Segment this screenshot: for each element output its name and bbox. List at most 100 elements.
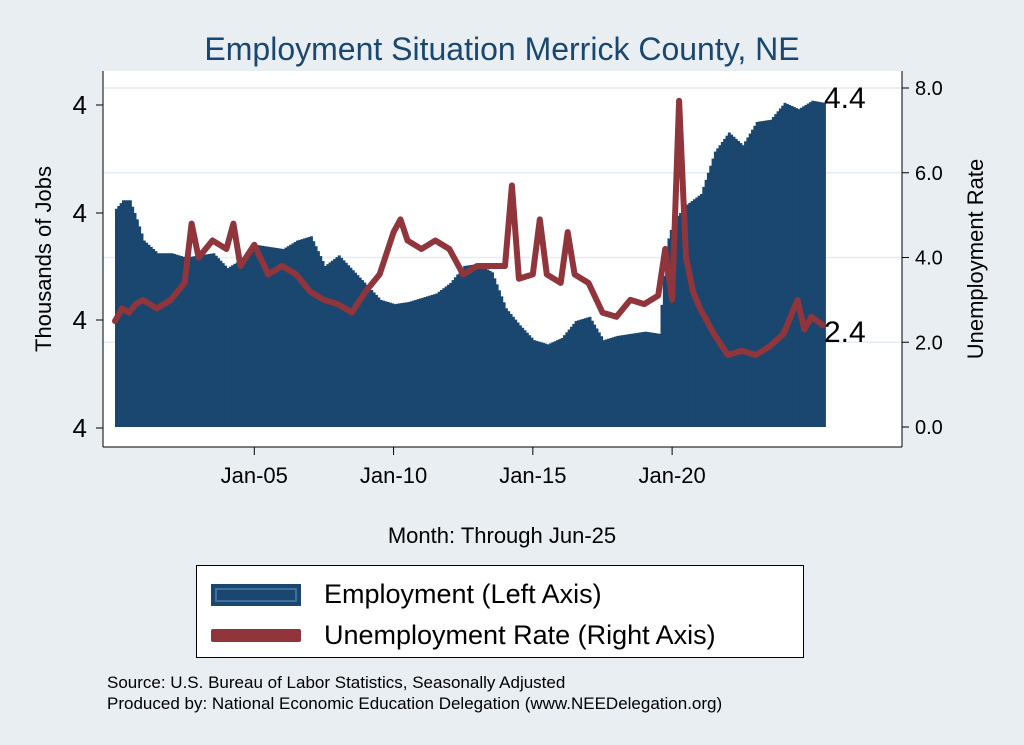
employment-bar xyxy=(665,246,669,427)
employment-bar xyxy=(818,101,822,427)
employment-bar xyxy=(347,265,351,427)
employment-bar xyxy=(358,277,362,427)
employment-bar xyxy=(474,264,478,427)
employment-bar xyxy=(593,324,597,427)
employment-bar xyxy=(203,254,207,427)
employment-bar xyxy=(460,268,464,427)
employment-bar xyxy=(400,303,404,427)
employment-bar xyxy=(509,314,513,427)
employment-bar xyxy=(730,134,734,428)
employment-bar xyxy=(402,302,406,427)
employment-bar xyxy=(604,339,608,427)
employment-bar xyxy=(284,247,288,427)
employment-bar xyxy=(704,179,708,427)
employment-bar xyxy=(572,323,576,427)
employment-bar xyxy=(530,337,534,427)
employment-bar xyxy=(683,207,687,427)
employment-bar xyxy=(393,304,397,427)
employment-bar xyxy=(256,245,260,427)
employment-bar xyxy=(147,244,151,427)
employment-bar xyxy=(207,253,211,427)
employment-bar xyxy=(321,261,325,427)
employment-bar xyxy=(177,255,181,427)
employment-bar xyxy=(467,265,471,427)
employment-bar xyxy=(286,246,290,427)
employment-bar xyxy=(184,257,188,427)
employment-bar xyxy=(744,141,747,427)
employment-bar xyxy=(133,213,137,427)
employment-bar xyxy=(579,319,583,427)
employment-bar xyxy=(312,241,316,427)
employment-bar xyxy=(790,106,794,428)
employment-bar xyxy=(688,202,692,427)
employment-bar xyxy=(472,264,476,427)
employment-bar xyxy=(254,244,258,427)
employment-bar xyxy=(238,261,241,427)
employment-bar xyxy=(720,142,724,427)
employment-bar xyxy=(191,256,195,427)
employment-bar xyxy=(806,103,810,427)
employment-bar xyxy=(723,138,727,427)
employment-bar xyxy=(268,246,272,427)
employment-bar xyxy=(507,311,511,427)
employment-bar xyxy=(405,302,409,427)
employment-bar xyxy=(734,138,738,427)
employment-bar xyxy=(307,237,311,427)
employment-bar xyxy=(395,303,399,427)
employment-bar xyxy=(655,333,659,427)
employment-bar xyxy=(453,277,457,427)
employment-bar xyxy=(372,292,376,427)
employment-bar xyxy=(481,266,485,427)
producer-line: Produced by: National Economic Education… xyxy=(107,694,723,713)
employment-bar xyxy=(205,254,209,427)
y-left-tick-label: 4 xyxy=(73,90,87,120)
employment-bar xyxy=(161,253,165,427)
employment-bar xyxy=(479,265,483,427)
employment-bar xyxy=(484,268,488,427)
employment-bar xyxy=(231,265,234,427)
employment-bar xyxy=(333,258,337,427)
employment-bar xyxy=(511,316,515,427)
employment-bar xyxy=(182,256,186,427)
employment-bar xyxy=(430,294,434,427)
employment-bar xyxy=(607,338,611,427)
employment-bar xyxy=(549,343,553,427)
employment-bar xyxy=(277,248,281,427)
employment-bar xyxy=(293,241,297,427)
employment-bar xyxy=(809,102,812,427)
employment-bar xyxy=(574,321,578,427)
legend-label-employment: Employment (Left Axis) xyxy=(324,579,602,609)
employment-bar xyxy=(316,251,320,427)
x-axis-title: Month: Through Jun-25 xyxy=(388,523,616,548)
employment-bar xyxy=(249,249,253,427)
employment-bar xyxy=(323,265,327,427)
employment-bar xyxy=(778,108,782,427)
employment-bar xyxy=(544,343,548,427)
employment-bar xyxy=(349,267,353,427)
employment-bar xyxy=(361,280,364,427)
employment-bar xyxy=(609,338,613,427)
employment-bar xyxy=(639,332,643,427)
employment-bar xyxy=(265,246,269,427)
employment-bar xyxy=(764,120,768,428)
employment-bar xyxy=(282,249,286,427)
employment-bar xyxy=(767,120,771,428)
y-left-tick-label: 4 xyxy=(73,305,87,335)
employment-bar xyxy=(428,295,432,427)
employment-bar xyxy=(792,107,796,427)
source-line: Source: U.S. Bureau of Labor Statistics,… xyxy=(107,673,566,692)
employment-bar xyxy=(386,301,390,427)
employment-bar xyxy=(674,218,678,427)
employment-bar xyxy=(804,104,808,427)
legend-item-unemployment: Unemployment Rate (Right Axis) xyxy=(211,620,716,651)
employment-bar xyxy=(662,275,666,427)
employment-bar xyxy=(244,254,248,427)
legend-label-unemployment: Unemployment Rate (Right Axis) xyxy=(324,620,716,650)
employment-bar xyxy=(340,257,344,427)
employment-bar xyxy=(298,239,302,427)
employment-bar xyxy=(224,265,228,427)
employment-bar xyxy=(713,151,717,427)
employment-bar xyxy=(576,320,580,427)
employment-bar xyxy=(414,299,418,427)
employment-bar xyxy=(226,268,230,427)
